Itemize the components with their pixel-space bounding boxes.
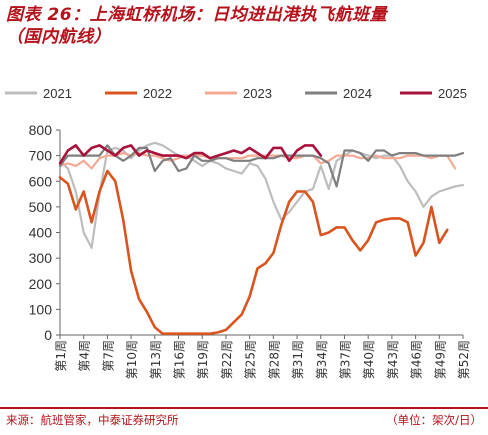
x-tick-label: 第46周 — [410, 340, 424, 379]
x-tick-label: 第40周 — [362, 340, 376, 379]
legend-label-2023: 2023 — [243, 86, 272, 101]
x-tick-label: 第49周 — [433, 340, 447, 379]
y-tick-label: 300 — [29, 250, 53, 266]
unit-note: （单位：架次/日） — [386, 413, 482, 427]
x-tick-label: 第37周 — [338, 340, 352, 379]
y-tick-label: 500 — [29, 199, 53, 215]
y-tick-label: 600 — [29, 173, 53, 189]
series-line-2022 — [58, 169, 449, 335]
y-axis: 0 100 200 300 400 500 600 700 800 — [29, 122, 61, 343]
y-tick-label: 800 — [29, 122, 53, 138]
x-tick-label: 第4周 — [78, 340, 92, 372]
x-tick-label: 第13周 — [149, 340, 163, 379]
x-tick-label: 第25周 — [244, 340, 258, 379]
x-tick-label: 第28周 — [267, 340, 281, 379]
x-tick-label: 第31周 — [291, 340, 305, 379]
series-line-2024 — [58, 144, 465, 188]
x-tick-label: 第19周 — [196, 340, 210, 379]
legend-label-2021: 2021 — [43, 86, 72, 101]
x-tick-label: 第16周 — [173, 340, 187, 379]
x-tick-label: 第34周 — [315, 340, 329, 379]
subtitle-line: （国内航线） — [6, 27, 111, 47]
y-tick-label: 700 — [29, 148, 53, 164]
plot-area — [58, 141, 465, 335]
x-tick-label: 第7周 — [101, 340, 115, 372]
x-axis: 第1周 第4周 第7周 第10周 第13周 第16周 第19周 第22周 第25周 第28周 第31… — [54, 334, 471, 379]
source-note: 来源：航班管家，中泰证券研究所 — [6, 413, 179, 427]
legend-label-2022: 2022 — [143, 86, 172, 101]
y-tick-label: 100 — [29, 301, 53, 317]
x-tick-label: 第10周 — [125, 340, 139, 379]
y-tick-label: 0 — [44, 327, 52, 343]
series-line-2025 — [58, 144, 323, 165]
y-tick-label: 200 — [29, 276, 53, 292]
x-tick-label: 第43周 — [386, 340, 400, 379]
series-line-2023 — [58, 152, 457, 170]
title-line: 图表 26：上海虹桥机场：日均进出港执飞航班量 — [6, 5, 388, 25]
legend: 2021 2022 2023 2024 2025 — [5, 86, 467, 101]
footer: 来源：航班管家，中泰证券研究所 （单位：架次/日） — [6, 412, 482, 430]
footer-divider — [0, 407, 488, 409]
legend-label-2025: 2025 — [438, 86, 467, 101]
x-tick-label: 第1周 — [54, 340, 68, 372]
x-tick-label: 第52周 — [457, 340, 471, 379]
x-tick-label: 第22周 — [220, 340, 234, 379]
line-chart: 2021 2022 2023 2024 2025 0 100 200 300 400 500 600… — [5, 86, 471, 379]
y-tick-label: 400 — [29, 225, 53, 241]
chart-title: 图表 26：上海虹桥机场：日均进出港执飞航班量 （国内航线） — [6, 4, 482, 48]
legend-label-2024: 2024 — [343, 86, 372, 101]
